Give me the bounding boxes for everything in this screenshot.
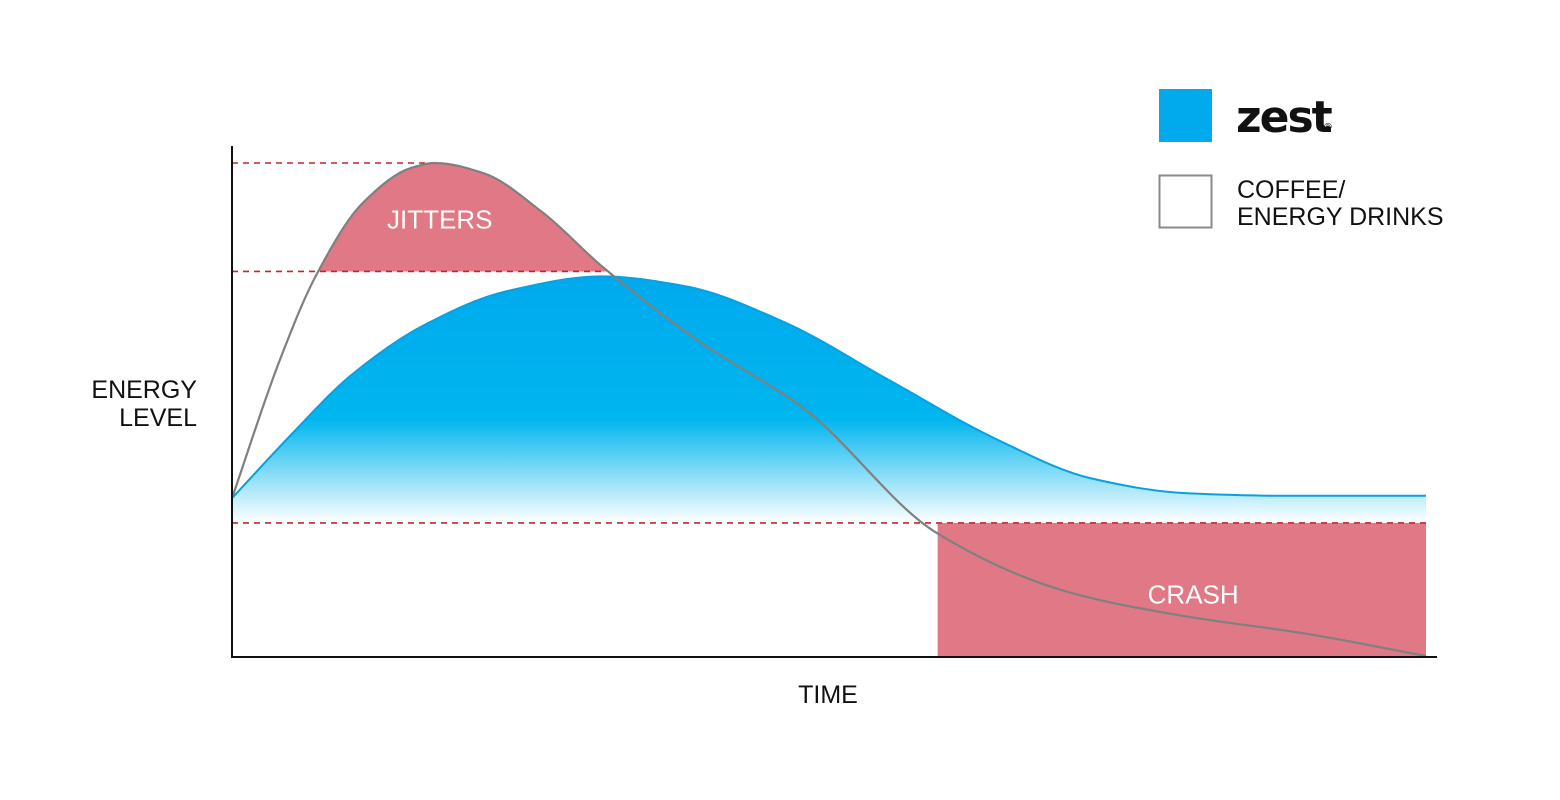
zest-curve	[231, 275, 1426, 499]
coffee-curve	[230, 161, 1427, 658]
y-axis-label-line1: ENERGY	[91, 376, 197, 404]
legend-label-coffee: COFFEE/ENERGY DRINKS	[1237, 176, 1444, 231]
legend-label-coffee-line1: COFFEE/	[1237, 176, 1345, 204]
legend-label-coffee-line2: ENERGY DRINKS	[1237, 203, 1444, 231]
legend-swatch-coffee	[1158, 174, 1213, 229]
crash-label: CRASH	[1148, 579, 1239, 609]
registered-mark-icon: ®	[1323, 122, 1333, 133]
jitters-label: JITTERS	[387, 205, 492, 235]
y-axis-label-line2: LEVEL	[119, 404, 197, 432]
jitters-zone	[318, 163, 609, 272]
x-axis-label: TIME	[798, 681, 858, 709]
crash-zone	[937, 522, 1426, 656]
zest-area	[232, 276, 1426, 523]
legend-swatch-zest	[1159, 89, 1212, 142]
legend-label-zest-logo: zest	[1236, 92, 1333, 143]
